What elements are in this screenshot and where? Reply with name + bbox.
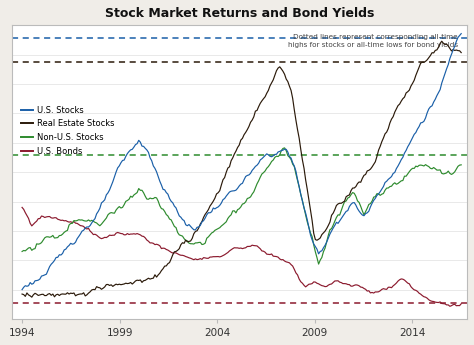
Text: Dotted lines represent corresponding all-time
highs for stocks or all-time lows : Dotted lines represent corresponding all… (288, 34, 458, 48)
Title: Stock Market Returns and Bond Yields: Stock Market Returns and Bond Yields (105, 7, 374, 20)
Legend: U.S. Stocks, Real Estate Stocks, Non-U.S. Stocks, U.S. Bonds: U.S. Stocks, Real Estate Stocks, Non-U.S… (21, 106, 114, 156)
